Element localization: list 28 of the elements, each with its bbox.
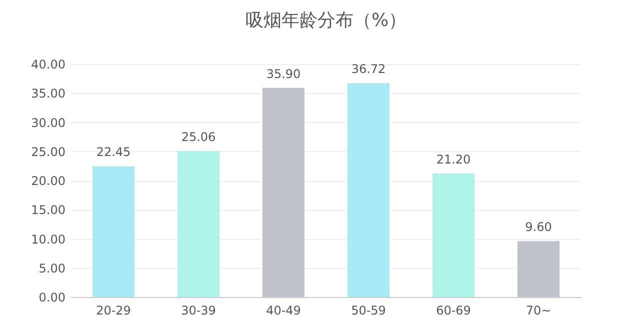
data-label: 22.45 (96, 145, 131, 160)
y-tick-label: 10.00 (31, 232, 66, 246)
x-tick-label: 20-29 (96, 304, 131, 318)
y-tick-label: 0.00 (38, 290, 66, 304)
bar (432, 174, 474, 297)
x-tick-label: 40-49 (266, 304, 301, 318)
x-tick-label: 70~ (526, 304, 552, 318)
chart-title: 吸烟年龄分布（%） (245, 10, 407, 31)
x-tick-label: 30-39 (181, 304, 216, 318)
y-tick-label: 30.00 (31, 116, 66, 130)
bar (348, 83, 390, 297)
y-tick-label: 15.00 (31, 203, 66, 218)
bar (178, 151, 220, 297)
y-tick-label: 35.00 (31, 86, 66, 101)
x-tick-label: 50-59 (351, 304, 386, 318)
data-label: 35.90 (266, 66, 301, 81)
bar (92, 166, 134, 297)
data-label: 25.06 (181, 130, 216, 144)
y-tick-label: 20.00 (31, 174, 66, 188)
y-tick-label: 5.00 (38, 261, 66, 276)
y-tick-label: 25.00 (31, 144, 66, 159)
bar (518, 241, 560, 297)
x-tick-label: 60-69 (436, 304, 471, 318)
data-label: 9.60 (525, 220, 552, 234)
data-label: 36.72 (351, 62, 386, 76)
bar (262, 88, 304, 297)
data-label: 21.20 (436, 152, 471, 167)
y-tick-label: 40.00 (31, 58, 66, 72)
